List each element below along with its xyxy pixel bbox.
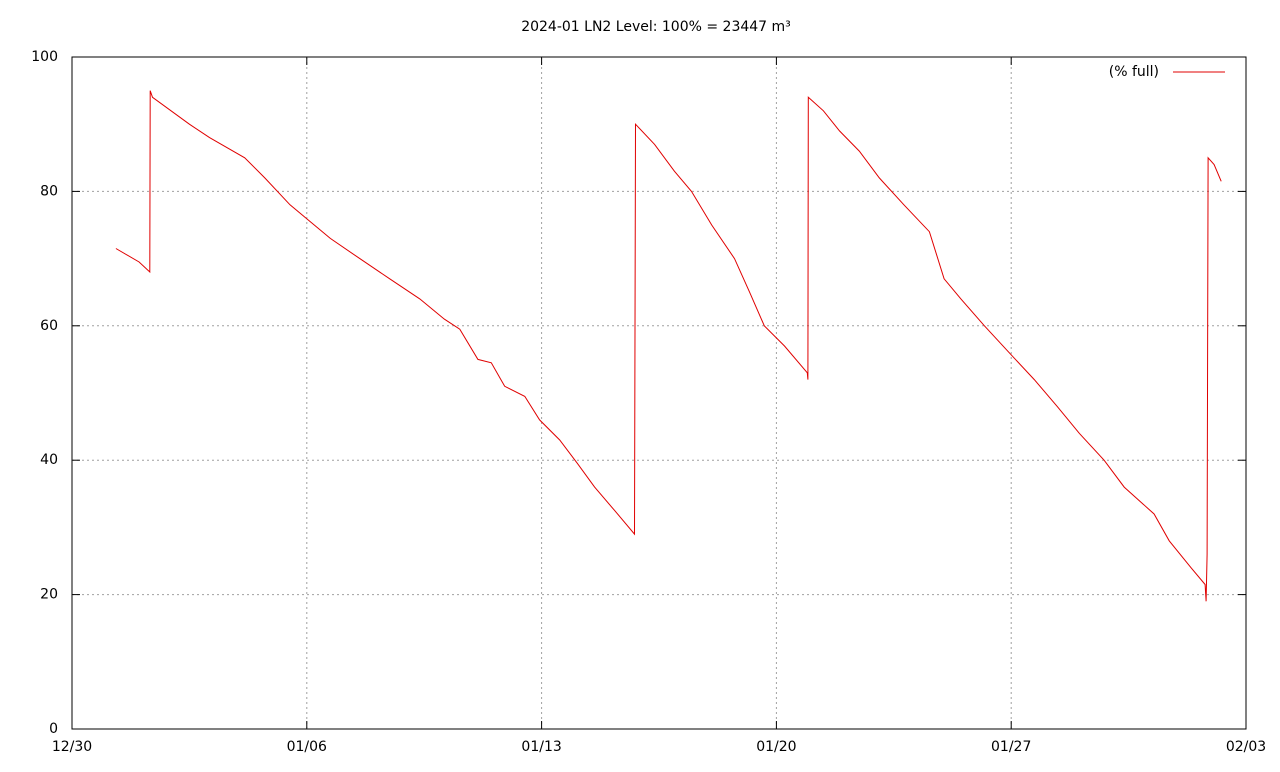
- x-tick-label: 12/30: [52, 739, 92, 755]
- y-tick-label: 100: [31, 49, 58, 65]
- x-tick-label: 01/20: [756, 739, 796, 755]
- y-tick-label: 40: [40, 452, 58, 468]
- y-tick-label: 20: [40, 587, 58, 603]
- plot-frame: [71, 56, 1247, 730]
- x-tick-label: 01/13: [521, 739, 561, 755]
- x-tick-label: 01/06: [287, 739, 327, 755]
- legend-label: (% full): [1109, 64, 1159, 80]
- chart-title: 2024-01 LN2 Level: 100% = 23447 m³: [521, 19, 791, 35]
- y-tick-label: 80: [40, 183, 58, 199]
- data-line: [115, 90, 1222, 602]
- x-tick-label: 02/03: [1226, 739, 1266, 755]
- y-tick-label: 0: [49, 721, 58, 737]
- x-tick-label: 01/27: [991, 739, 1031, 755]
- y-tick-label: 60: [40, 318, 58, 334]
